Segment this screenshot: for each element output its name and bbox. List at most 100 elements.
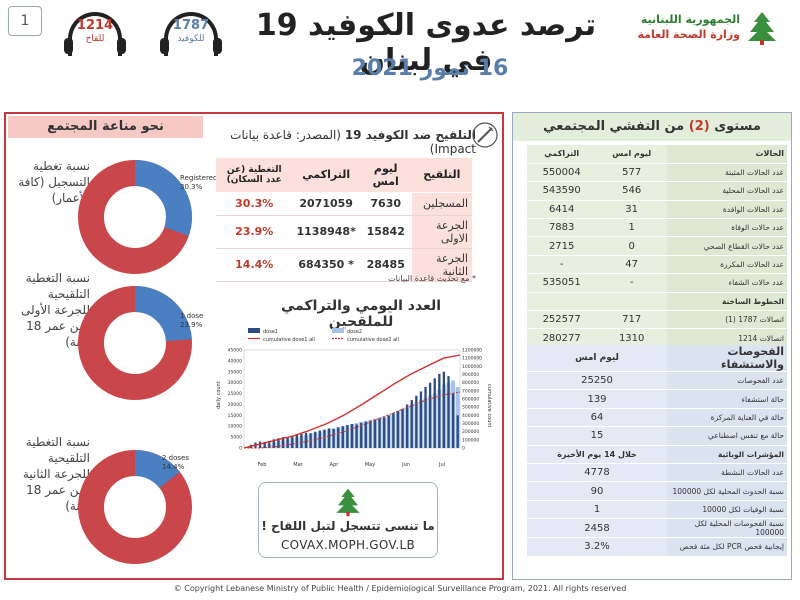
y2-tick-label: 200000 <box>462 429 479 435</box>
bar-dose1 <box>406 404 409 448</box>
legend-swatch <box>248 328 260 333</box>
dose2-caption: 2 doses 14.4% <box>162 454 190 471</box>
x-month-label: Apr <box>330 462 340 468</box>
bar-dose1 <box>272 439 276 448</box>
daily-cumulative-vaccination-chart: dose1 dose2 cumulative dose1 all cumulative… <box>216 328 492 468</box>
dose1-caption: 1 dose 23.9% <box>180 312 204 329</box>
table-row: عدد حالات الوفاة 1 7883 <box>527 218 787 238</box>
page-title: ترصد عدوى الكوفيد 19 في لبنان <box>255 8 597 78</box>
table-row: حالة مع تنفس اصطناعي 15 <box>527 426 787 446</box>
cedar-logo-icon <box>336 488 360 517</box>
table-row: عدد الحالات النشطة 4778 <box>527 463 787 483</box>
covid-hotline-number: 1787 <box>172 18 210 33</box>
dose1-coverage-label: نسبة التغطية التلقيحية للجرعة الأولى (من… <box>20 271 90 349</box>
bar-dose1 <box>378 418 381 448</box>
y-tick-label: 0 <box>239 446 242 452</box>
legend-label: dose1 <box>263 329 278 335</box>
y2-tick-label: 1000000 <box>462 364 482 370</box>
bar-dose1 <box>341 426 344 448</box>
bar-dose1 <box>456 415 459 448</box>
table-row: اتصالات 1787 (1) 717 252577 <box>527 310 787 330</box>
table-row: المسجلين 7630 2071059 30.3% <box>216 192 472 216</box>
bar-dose1 <box>346 425 349 448</box>
syringe-icon <box>472 122 498 148</box>
vaccine-hotline: 1214 للقاح <box>64 8 126 66</box>
x-month-label: Mar <box>293 462 303 468</box>
bar-dose1 <box>323 429 326 448</box>
covax-banner[interactable]: ما تنسى تتسجل لتبل اللقاح ! COVAX.MOPH.G… <box>258 482 438 558</box>
bar-dose1 <box>396 410 400 448</box>
covid-hotline-label: للكوفيد <box>177 34 205 44</box>
community-immunity-title: نحو مناعة المجتمع <box>8 116 203 138</box>
bar-dose1 <box>415 395 418 448</box>
table-row: نسبة الحدوث المحلية لكل 100000 90 <box>527 481 787 501</box>
bar-dose1 <box>401 408 404 448</box>
bar-dose1 <box>350 424 354 448</box>
x-month-label: Jun <box>401 462 410 468</box>
donut-filled-arc <box>78 160 192 274</box>
vaccine-hotline-number: 1214 <box>76 18 114 33</box>
y-tick-label: 45000 <box>228 348 242 354</box>
bar-dose1 <box>387 415 390 448</box>
headset-icon <box>164 12 218 56</box>
table-header: الحالات ليوم امس التراكمي <box>527 145 787 164</box>
bar-dose1 <box>332 428 335 448</box>
svg-text:cumulative count: cumulative count <box>486 384 492 428</box>
bar-dose1 <box>281 437 285 448</box>
y-tick-label: 35000 <box>228 369 242 375</box>
bar-dose1 <box>364 421 367 448</box>
legend-swatch <box>332 328 344 333</box>
hotlines-header: الخطوط الساخنة <box>527 292 787 312</box>
report-date: 16 تموز 2021 <box>351 56 509 81</box>
table-row: عدد الحالات الوافدة 31 6414 <box>527 200 787 220</box>
vaccination-title: التلقيح ضد الكوفيد 19 (المصدر: قاعدة بيا… <box>230 128 476 156</box>
table-row: عدد الفحوصات 25250 <box>527 371 787 391</box>
bar-dose1 <box>410 400 413 448</box>
legend-label: cumulative dose1 all <box>263 337 315 343</box>
line-cumulative-dose2 <box>244 391 461 449</box>
table-row: حالة في العناية المركزة 64 <box>527 408 787 428</box>
community-spread-panel: مستوى (2) من التفشي المجتمعي الحالات ليو… <box>512 112 792 580</box>
y2-tick-label: 300000 <box>462 421 479 427</box>
x-month-label: Jul <box>438 462 445 468</box>
donut-filled-arc <box>78 286 192 400</box>
table-header: الفحوصات والاستشفاء ليوم امس <box>527 345 787 372</box>
line-cumulative-dose1 <box>243 354 461 449</box>
y2-tick-label: 1100000 <box>462 356 482 362</box>
cedar-logo-icon <box>748 12 776 45</box>
chart-title: العدد اليومي والتراكمي للملقحين <box>280 298 442 330</box>
table-row: اتصالات 1214 1310 280277 <box>527 328 787 348</box>
bar-dose1 <box>263 441 266 448</box>
registration-caption: Registered 30.3% <box>180 174 218 191</box>
x-month-label: Feb <box>258 462 267 468</box>
y2-tick-label: 0 <box>462 446 465 452</box>
y-tick-label: 20000 <box>228 402 242 408</box>
bar-dose1 <box>268 441 271 448</box>
vaccine-hotline-label: للقاح <box>85 34 105 44</box>
bar-dose1 <box>392 413 395 448</box>
community-spread-title: مستوى (2) من التفشي المجتمعي <box>513 113 791 141</box>
svg-text:daily count: daily count <box>216 381 222 409</box>
bar-dose1 <box>318 430 321 448</box>
bar-dose1 <box>360 422 363 448</box>
bar-dose1 <box>442 371 446 448</box>
page-number: 1 <box>8 6 42 36</box>
legend-label: cumulative dose2 all <box>347 337 399 343</box>
covax-link[interactable]: COVAX.MOPH.GOV.LB <box>281 538 415 552</box>
table-row: عدد حالات القطاع الصحي 0 2715 <box>527 236 787 256</box>
y2-tick-label: 400000 <box>462 413 479 419</box>
bar-dose1 <box>373 419 377 448</box>
table-row: حالة استشفاء 139 <box>527 389 787 409</box>
table-row: الجرعة الاولى 15842 *1138948 23.9% <box>216 215 472 249</box>
table-row: نسبة الفحوصات المحلية لكل 100000 2458 <box>527 518 787 539</box>
bar-dose1 <box>337 427 340 448</box>
y-tick-label: 25000 <box>228 391 242 397</box>
registration-coverage-label: نسبة تغطية التسجيل (كافة الأعمار) <box>18 159 90 205</box>
donut-filled-arc <box>78 450 192 564</box>
tests-table: الفحوصات والاستشفاء ليوم امس عدد الفحوصات… <box>527 345 787 557</box>
bar-dose1 <box>369 420 372 448</box>
table-row: عدد الحالات المحلية 546 543590 <box>527 181 787 201</box>
y2-tick-label: 900000 <box>462 372 479 378</box>
y2-tick-label: 700000 <box>462 388 479 394</box>
bar-dose1 <box>383 417 386 448</box>
